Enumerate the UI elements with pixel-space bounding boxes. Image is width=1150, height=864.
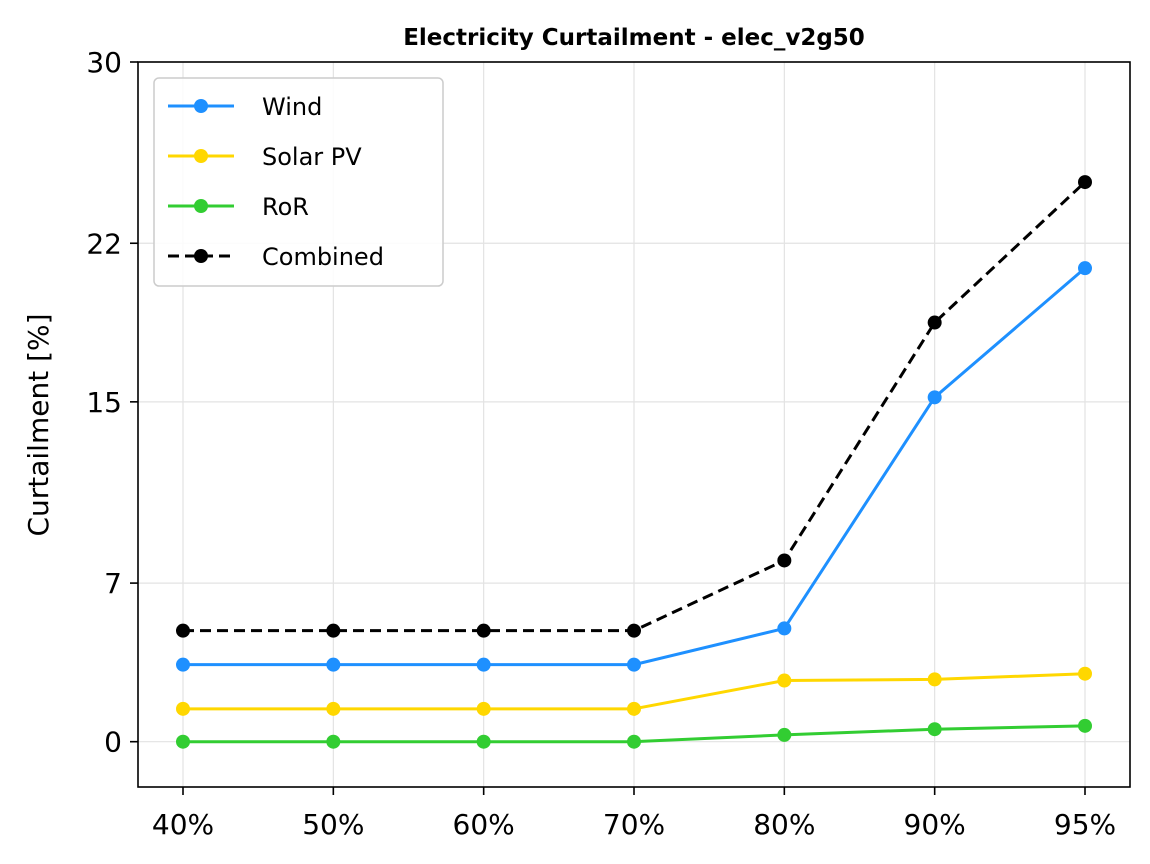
x-tick-label: 60% bbox=[453, 808, 515, 841]
legend-label: Combined bbox=[262, 243, 384, 271]
y-tick-label: 30 bbox=[86, 46, 122, 79]
x-tick-label: 40% bbox=[152, 808, 214, 841]
data-point-wind bbox=[627, 657, 641, 672]
data-point-wind bbox=[176, 657, 190, 672]
data-point-ror bbox=[326, 734, 341, 749]
data-point-wind bbox=[1078, 261, 1092, 276]
data-point-ror bbox=[1078, 718, 1092, 733]
data-point-wind bbox=[476, 657, 491, 672]
legend-item-solar-pv: Solar PV bbox=[168, 143, 362, 171]
y-axis-label: Curtailment [%] bbox=[22, 313, 55, 536]
y-tick-label: 15 bbox=[86, 386, 122, 419]
data-point-ror bbox=[927, 722, 942, 737]
data-point-combined bbox=[1078, 175, 1092, 190]
x-tick-label: 80% bbox=[753, 808, 815, 841]
legend-item-wind: Wind bbox=[168, 93, 322, 121]
data-point-solar-pv bbox=[777, 673, 792, 688]
data-point-combined bbox=[176, 623, 190, 638]
data-point-combined bbox=[777, 553, 792, 568]
legend-marker bbox=[194, 99, 208, 113]
y-tick-label: 7 bbox=[104, 567, 122, 600]
data-point-solar-pv bbox=[176, 701, 190, 716]
data-point-combined bbox=[627, 623, 641, 638]
legend-item-ror: RoR bbox=[168, 193, 309, 221]
legend-marker bbox=[194, 199, 208, 213]
x-tick-label: 95% bbox=[1054, 808, 1116, 841]
legend-item-combined: Combined bbox=[168, 243, 384, 271]
legend-box bbox=[153, 77, 444, 287]
legend-label: RoR bbox=[262, 193, 309, 221]
y-axis: 0 7 15 22 30 bbox=[86, 46, 138, 759]
x-tick-label: 70% bbox=[603, 808, 665, 841]
data-point-combined bbox=[326, 623, 341, 638]
series-solar-pv bbox=[176, 666, 1092, 716]
data-point-ror bbox=[627, 734, 641, 749]
y-tick-label: 0 bbox=[104, 726, 122, 759]
data-point-wind bbox=[326, 657, 341, 672]
x-axis: 40% 50% 60% 70% 80% 90% 95% bbox=[152, 787, 1116, 841]
data-point-solar-pv bbox=[476, 701, 491, 716]
data-point-combined bbox=[927, 315, 942, 330]
series-layer bbox=[176, 175, 1092, 749]
legend-label: Solar PV bbox=[262, 143, 362, 171]
data-point-combined bbox=[476, 623, 491, 638]
data-point-ror bbox=[476, 734, 491, 749]
data-point-wind bbox=[777, 621, 792, 636]
data-point-solar-pv bbox=[927, 672, 942, 687]
data-point-ror bbox=[176, 734, 190, 749]
series-combined bbox=[176, 175, 1092, 638]
legend: Wind Solar PV RoR Combined bbox=[153, 77, 444, 287]
chart-title: Electricity Curtailment - elec_v2g50 bbox=[403, 25, 865, 51]
legend-label: Wind bbox=[262, 93, 322, 121]
x-tick-label: 50% bbox=[302, 808, 364, 841]
data-point-ror bbox=[777, 727, 792, 742]
data-point-solar-pv bbox=[1078, 666, 1092, 681]
x-tick-label: 90% bbox=[904, 808, 966, 841]
series-wind bbox=[176, 261, 1092, 672]
y-tick-label: 22 bbox=[86, 227, 122, 260]
data-point-wind bbox=[927, 390, 942, 405]
data-point-solar-pv bbox=[326, 701, 341, 716]
legend-marker bbox=[194, 149, 208, 163]
data-point-solar-pv bbox=[627, 701, 641, 716]
legend-marker bbox=[194, 249, 208, 263]
series-ror bbox=[176, 718, 1092, 749]
